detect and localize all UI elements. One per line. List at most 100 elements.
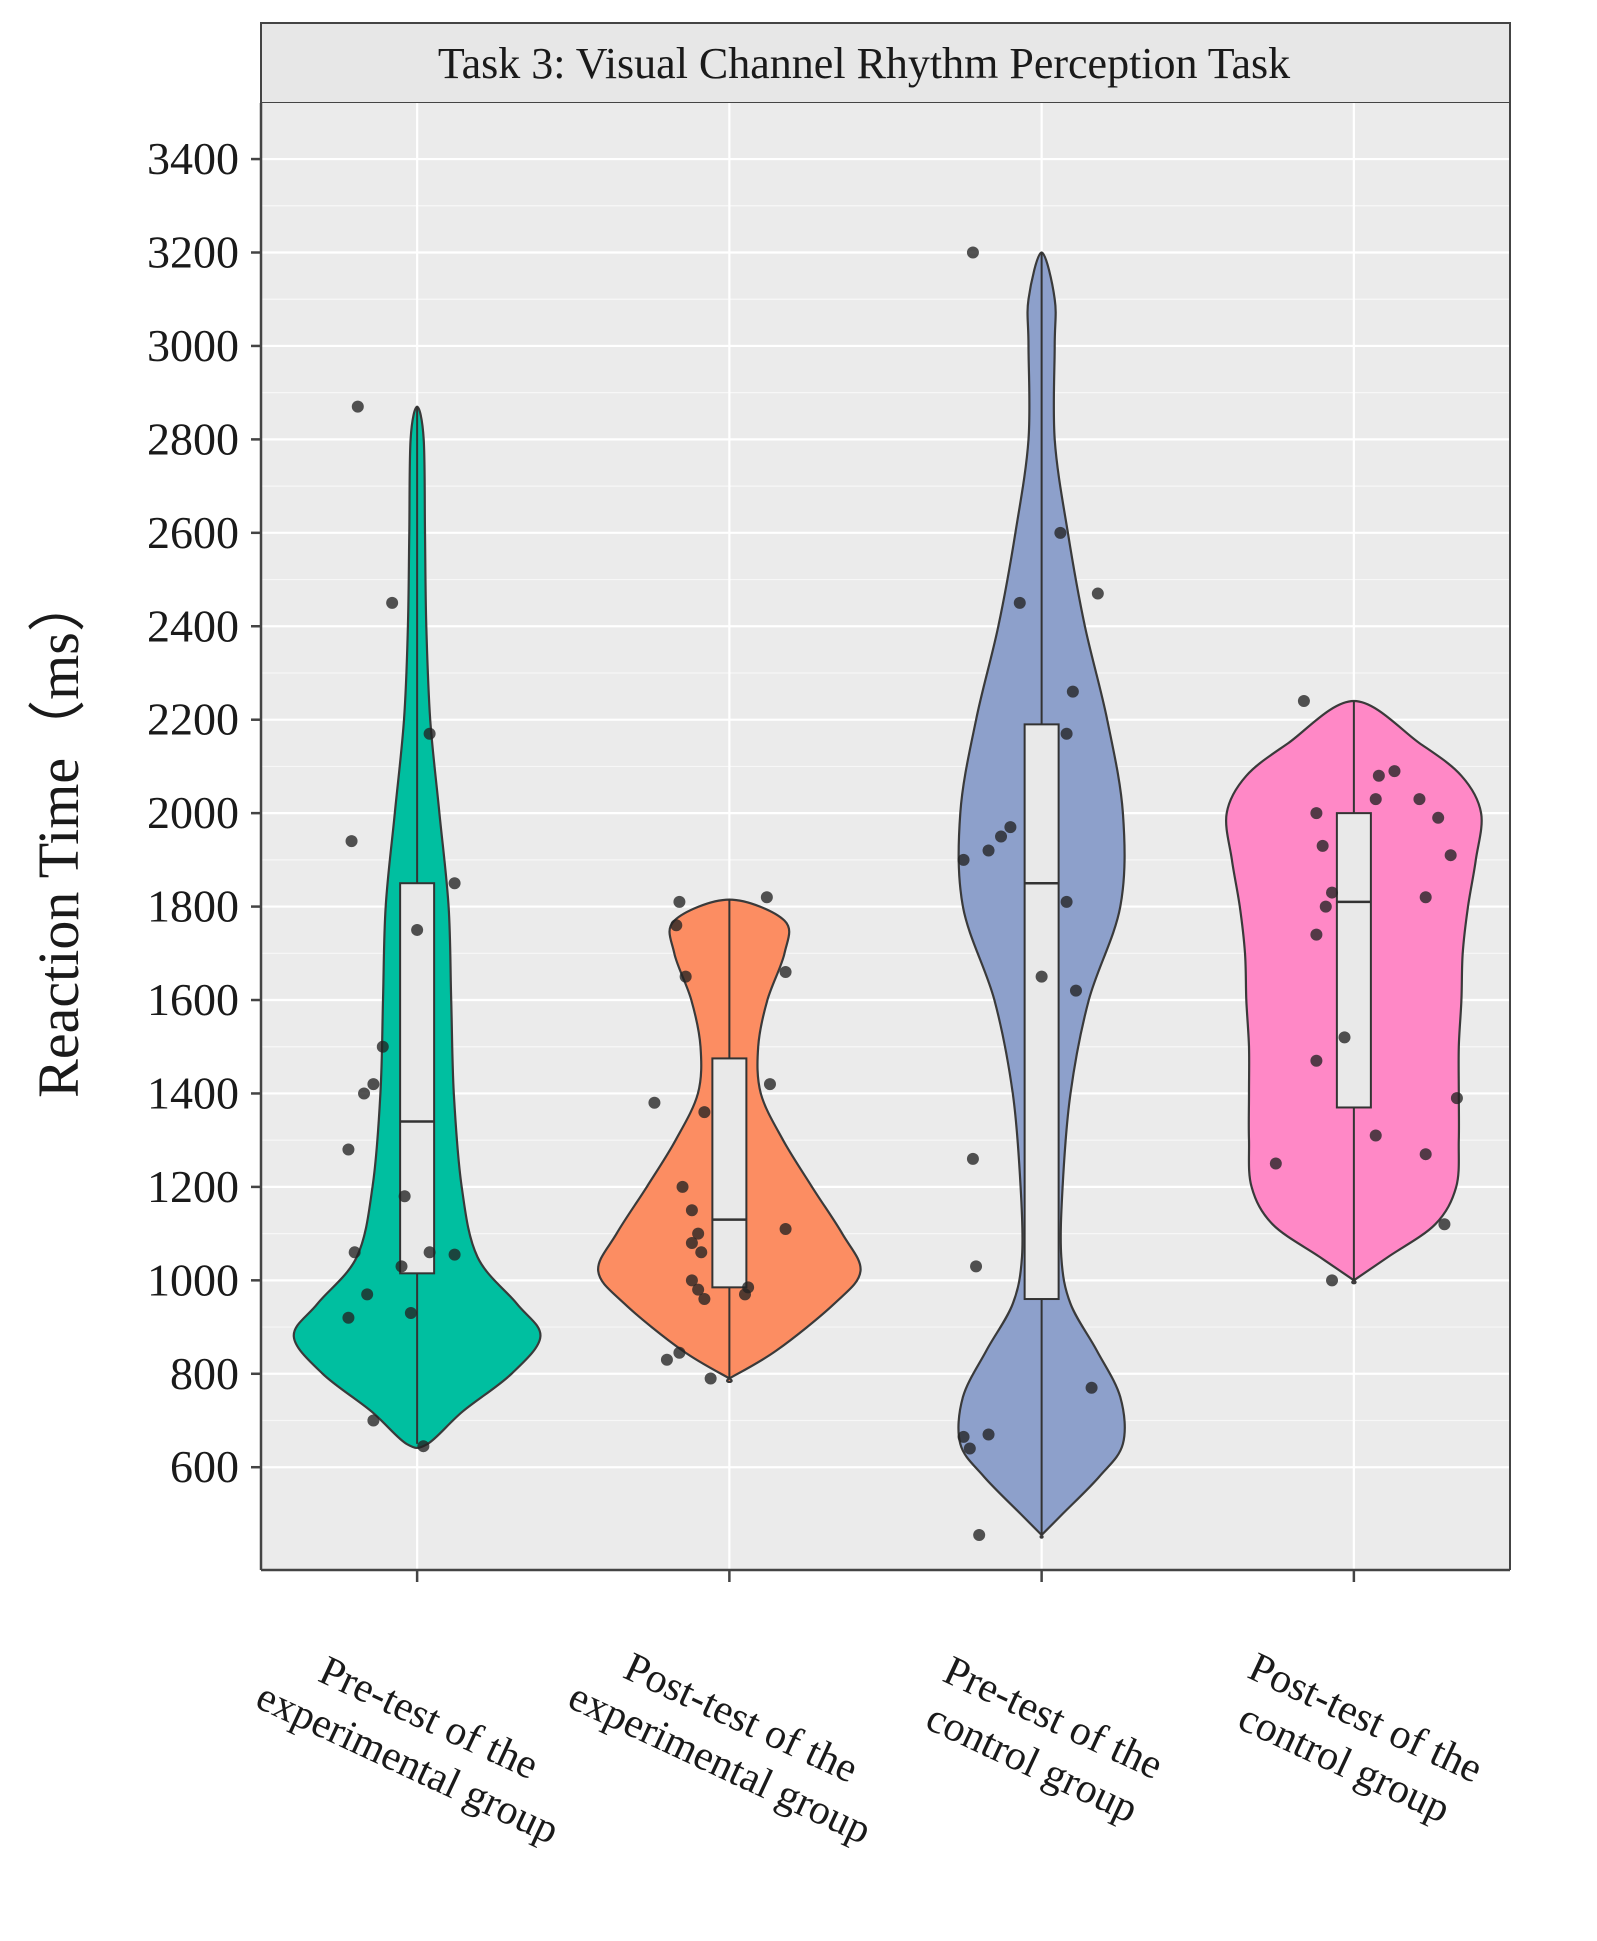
data-point (692, 1283, 705, 1296)
data-point (1319, 900, 1332, 913)
data-point (982, 1428, 995, 1441)
data-point (1419, 1148, 1432, 1161)
y-axis-ticks: 600 800 1000 1200 1400 1600 1800 2000 2200 2400 26… (147, 133, 261, 1492)
data-point (679, 970, 692, 983)
y-tick-label: 800 (170, 1348, 239, 1399)
data-point (673, 1346, 686, 1359)
y-tick-label: 2800 (147, 413, 239, 464)
data-point (685, 1204, 698, 1217)
y-tick-label: 1400 (147, 1067, 239, 1118)
data-point (367, 1414, 380, 1427)
data-point (1013, 596, 1026, 609)
data-point (1326, 886, 1339, 899)
y-tick-label: 3400 (147, 133, 239, 184)
data-point (398, 1190, 411, 1203)
data-point (345, 835, 358, 848)
data-point (1326, 1274, 1339, 1287)
y-tick-label: 3200 (147, 227, 239, 278)
data-point (673, 895, 686, 908)
data-point (957, 853, 970, 866)
y-tick-label: 2600 (147, 507, 239, 558)
data-point (963, 1442, 976, 1455)
data-point (698, 1106, 711, 1119)
data-point (695, 1246, 708, 1259)
data-point (1085, 1381, 1098, 1394)
data-point (698, 1293, 711, 1306)
data-point (1438, 1218, 1451, 1231)
data-point (676, 1180, 689, 1193)
data-points (342, 246, 1463, 1541)
data-point (361, 1288, 374, 1301)
x-tick-label: Post-test of thecontrol group (1220, 1644, 1489, 1837)
data-point (1035, 970, 1048, 983)
data-point (1413, 793, 1426, 806)
data-point (760, 891, 773, 904)
data-point (423, 1246, 436, 1259)
data-point (966, 1152, 979, 1165)
data-point (1372, 769, 1385, 782)
data-point (970, 1260, 983, 1273)
x-tick-label: Pre-test of theexperimental group (249, 1628, 587, 1854)
data-point (982, 844, 995, 857)
strip-background (260, 22, 1511, 104)
box-iqr (1335, 812, 1372, 1109)
data-point (1054, 526, 1067, 539)
chart-title: Task 3: Visual Channel Rhythm Perception… (438, 39, 1290, 88)
data-point (386, 596, 399, 609)
data-point (1388, 765, 1401, 778)
data-point (1310, 928, 1323, 941)
data-point (351, 400, 364, 413)
box-iqr (711, 1057, 748, 1289)
data-point (692, 1227, 705, 1240)
data-point (448, 1248, 461, 1261)
data-point (1310, 807, 1323, 820)
data-point (660, 1353, 673, 1366)
data-point (448, 877, 461, 890)
data-point (395, 1260, 408, 1273)
y-tick-label: 1600 (147, 974, 239, 1025)
data-point (995, 830, 1008, 843)
boxplots (399, 252, 1372, 1535)
data-point (763, 1078, 776, 1091)
data-point (1091, 587, 1104, 600)
data-point (1432, 811, 1445, 824)
data-point (1419, 891, 1432, 904)
data-point (779, 1222, 792, 1235)
data-point (738, 1288, 751, 1301)
data-point (1269, 1157, 1282, 1170)
x-tick-label: Post-test of theexperimental group (562, 1628, 900, 1854)
data-point (1066, 685, 1079, 698)
data-point (423, 727, 436, 740)
data-point (685, 1274, 698, 1287)
data-point (1316, 839, 1329, 852)
data-point (685, 1236, 698, 1249)
x-tick-label: Pre-test of thecontrol group (916, 1648, 1170, 1835)
data-point (1369, 793, 1382, 806)
data-point (417, 1440, 430, 1453)
data-point (411, 923, 424, 936)
data-point (779, 965, 792, 978)
data-point (1004, 821, 1017, 834)
y-tick-label: 3000 (147, 320, 239, 371)
y-tick-label: 2400 (147, 600, 239, 651)
box-iqr (1023, 723, 1060, 1301)
y-tick-label: 2000 (147, 787, 239, 838)
data-point (957, 1430, 970, 1443)
data-point (358, 1087, 371, 1100)
data-point (1369, 1129, 1382, 1142)
data-point (1069, 984, 1082, 997)
y-tick-label: 1000 (147, 1254, 239, 1305)
data-point (348, 1246, 361, 1259)
data-point (966, 246, 979, 259)
data-point (342, 1143, 355, 1156)
data-point (670, 919, 683, 932)
y-tick-label: 1200 (147, 1161, 239, 1212)
x-axis-ticks: Pre-test of theexperimental group Post-te… (249, 1570, 1489, 1854)
data-point (704, 1372, 717, 1385)
data-point (367, 1078, 380, 1091)
data-point (648, 1096, 661, 1109)
y-axis-label: Reaction Time（ms） (26, 574, 91, 1098)
data-point (1060, 727, 1073, 740)
data-point (342, 1311, 355, 1324)
data-point (1444, 849, 1457, 862)
